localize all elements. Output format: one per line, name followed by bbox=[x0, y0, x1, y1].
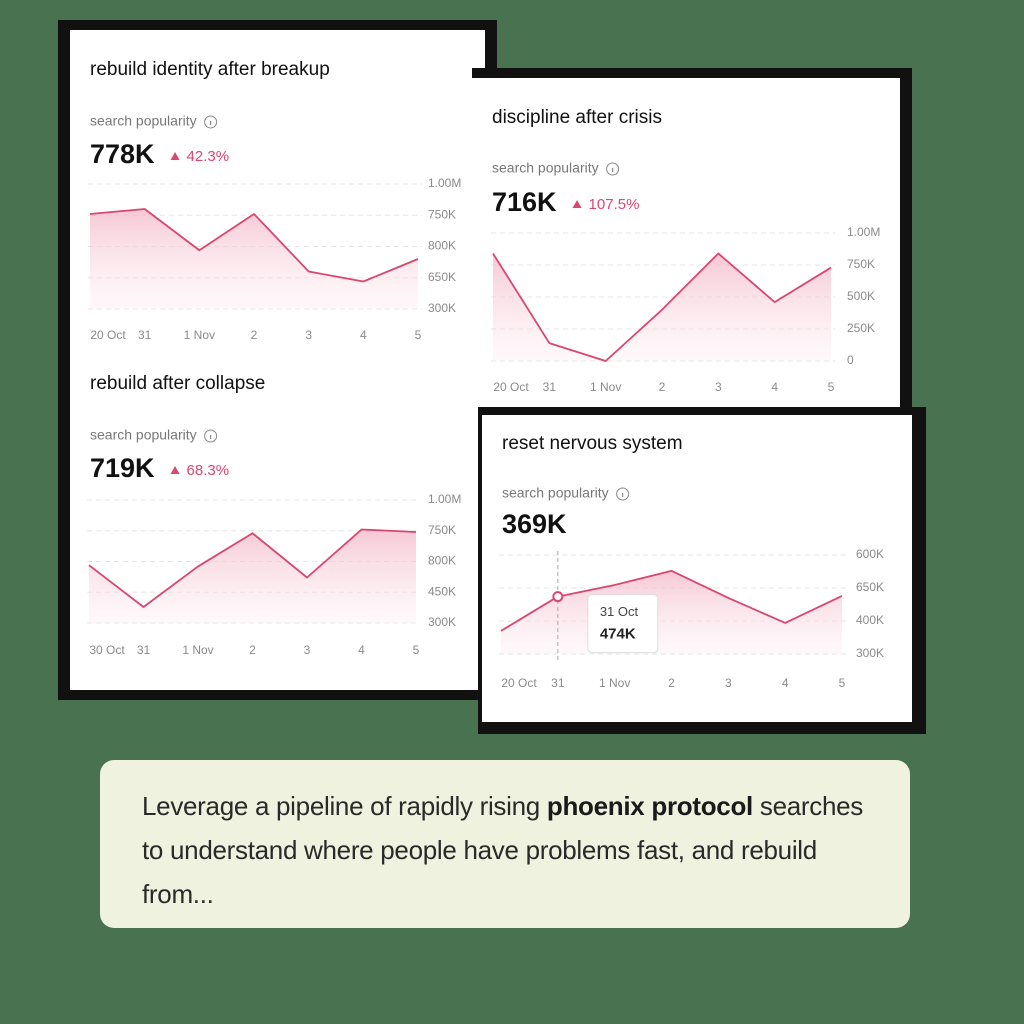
y-tick-label: 400K bbox=[856, 613, 884, 627]
data-point bbox=[552, 591, 564, 603]
x-tick-label: 5 bbox=[415, 328, 422, 342]
x-tick-label: 1 Nov bbox=[590, 380, 621, 394]
y-tick-label: 1.00M bbox=[428, 176, 461, 190]
x-tick-label: 20 Oct bbox=[501, 676, 537, 690]
tooltip-value: 474K bbox=[600, 626, 636, 643]
y-tick-label: 750K bbox=[428, 523, 456, 537]
caption-bold: phoenix protocol bbox=[546, 791, 753, 821]
change-arrow bbox=[572, 200, 582, 208]
metric-label: search popularity bbox=[90, 427, 197, 443]
x-tick-label: 5 bbox=[839, 676, 846, 690]
x-tick-label: 20 Oct bbox=[90, 328, 126, 342]
x-tick-label: 3 bbox=[305, 328, 312, 342]
x-tick-label: 3 bbox=[304, 643, 311, 657]
chart-card: rebuild identity after breakup search pop… bbox=[58, 20, 497, 355]
metric-label: search popularity bbox=[90, 113, 197, 129]
headline: 369K bbox=[502, 509, 567, 539]
card-title: reset nervous system bbox=[502, 433, 683, 454]
y-tick-label: 600K bbox=[856, 547, 884, 561]
x-tick-label: 1 Nov bbox=[184, 328, 215, 342]
area bbox=[89, 529, 416, 623]
y-tick-label: 650K bbox=[428, 270, 456, 284]
change: 107.5% bbox=[589, 196, 640, 213]
y-tick-label: 300K bbox=[856, 646, 884, 660]
tooltip bbox=[587, 594, 659, 654]
line bbox=[88, 528, 417, 608]
x-tick-label: 5 bbox=[828, 380, 835, 394]
caption: Leverage a pipeline of rapidly rising ph… bbox=[100, 760, 910, 928]
x-tick-label: 2 bbox=[659, 380, 666, 394]
x-tick-label: 30 Oct bbox=[89, 643, 125, 657]
info-icon bbox=[606, 162, 620, 176]
metric-label: search popularity bbox=[492, 160, 599, 176]
x-tick-label: 31 bbox=[138, 328, 152, 342]
x-tick-label: 4 bbox=[771, 380, 778, 394]
y-tick-label: 750K bbox=[847, 257, 875, 271]
x-tick-label: 31 bbox=[137, 643, 151, 657]
info-icon bbox=[204, 115, 218, 129]
card bbox=[70, 355, 490, 690]
x-tick-label: 3 bbox=[725, 676, 732, 690]
y-tick-label: 750K bbox=[428, 207, 456, 221]
y-tick-label: 1.00M bbox=[847, 225, 880, 239]
area bbox=[90, 209, 418, 309]
y-tick-label: 0 bbox=[847, 353, 854, 367]
y-tick-label: 250K bbox=[847, 321, 875, 335]
x-tick-label: 5 bbox=[413, 643, 420, 657]
change: 42.3% bbox=[187, 148, 230, 165]
y-tick-label: 800K bbox=[428, 239, 456, 253]
change-arrow bbox=[170, 466, 180, 474]
x-tick-label: 2 bbox=[251, 328, 258, 342]
card-title: rebuild after collapse bbox=[90, 373, 265, 394]
headline: 778K bbox=[90, 139, 155, 169]
change-arrow bbox=[170, 152, 180, 160]
x-tick-label: 31 bbox=[543, 380, 557, 394]
x-tick-label: 2 bbox=[668, 676, 675, 690]
metric-label: search popularity bbox=[502, 485, 609, 501]
x-tick-label: 3 bbox=[715, 380, 722, 394]
headline: 716K bbox=[492, 187, 557, 217]
x-tick-label: 4 bbox=[782, 676, 789, 690]
line bbox=[89, 208, 419, 283]
chart-card: discipline after crisis search popularity… bbox=[472, 68, 912, 422]
y-tick-label: 650K bbox=[856, 580, 884, 594]
card-title: rebuild identity after breakup bbox=[90, 59, 330, 80]
tooltip-date: 31 Oct bbox=[600, 604, 639, 619]
x-tick-label: 1 Nov bbox=[182, 643, 213, 657]
change: 68.3% bbox=[187, 462, 230, 479]
card bbox=[482, 415, 912, 722]
line bbox=[492, 252, 832, 362]
chart-card: reset nervous system search popularity 369… bbox=[478, 407, 926, 734]
y-tick-label: 300K bbox=[428, 301, 456, 315]
x-tick-label: 4 bbox=[358, 643, 365, 657]
y-tick-label: 1.00M bbox=[428, 492, 461, 506]
caption-text: Leverage a pipeline of rapidly rising bbox=[142, 791, 540, 821]
x-tick-label: 1 Nov bbox=[599, 676, 630, 690]
y-tick-label: 500K bbox=[847, 289, 875, 303]
area bbox=[493, 253, 831, 361]
y-tick-label: 800K bbox=[428, 554, 456, 568]
headline: 719K bbox=[90, 453, 155, 483]
x-tick-label: 2 bbox=[249, 643, 256, 657]
info-icon bbox=[204, 429, 218, 443]
y-tick-label: 300K bbox=[428, 615, 456, 629]
y-tick-label: 450K bbox=[428, 584, 456, 598]
x-tick-label: 20 Oct bbox=[493, 380, 529, 394]
x-tick-label: 4 bbox=[360, 328, 367, 342]
info-icon bbox=[616, 487, 630, 501]
chart-card: rebuild after collapse search popularity 7… bbox=[58, 355, 490, 700]
caption-text: searches to understand where people have… bbox=[142, 791, 864, 909]
x-tick-label: 31 bbox=[551, 676, 565, 690]
card-title: discipline after crisis bbox=[492, 107, 662, 128]
